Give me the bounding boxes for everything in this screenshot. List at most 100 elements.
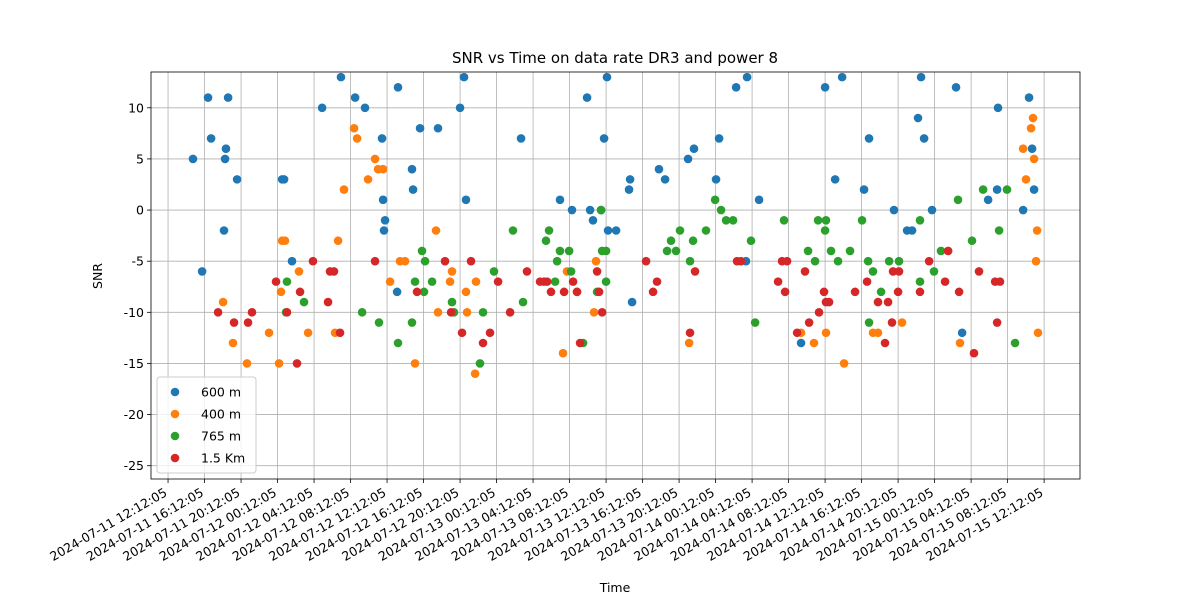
point xyxy=(228,338,238,348)
point xyxy=(662,246,672,256)
point xyxy=(826,246,836,256)
point xyxy=(924,256,934,266)
legend-label: 765 m xyxy=(201,429,241,444)
point xyxy=(378,164,388,174)
point xyxy=(893,287,903,297)
point xyxy=(1028,113,1038,123)
point xyxy=(862,277,872,286)
point xyxy=(552,256,562,266)
point xyxy=(728,215,738,225)
point xyxy=(357,308,367,317)
point xyxy=(711,175,721,184)
point xyxy=(197,267,207,276)
point xyxy=(969,348,979,358)
point xyxy=(1033,328,1043,338)
point xyxy=(339,185,349,194)
point xyxy=(223,93,233,102)
point xyxy=(218,297,228,307)
point xyxy=(1010,338,1020,348)
point xyxy=(280,236,290,246)
point xyxy=(597,308,607,317)
point xyxy=(839,359,849,368)
point xyxy=(1026,123,1036,133)
point xyxy=(654,164,664,174)
point xyxy=(282,308,292,317)
legend-marker xyxy=(170,387,180,397)
point xyxy=(410,277,420,286)
legend-box xyxy=(156,376,257,474)
point xyxy=(379,226,389,235)
point xyxy=(887,318,897,327)
point xyxy=(894,256,904,266)
point xyxy=(370,256,380,266)
point xyxy=(894,267,904,276)
point xyxy=(247,308,257,317)
point xyxy=(447,297,457,307)
point xyxy=(352,134,362,143)
point xyxy=(599,134,609,143)
point xyxy=(446,308,456,317)
point xyxy=(433,308,443,317)
point xyxy=(915,215,925,225)
point xyxy=(393,338,403,348)
point xyxy=(754,195,764,205)
point xyxy=(550,277,560,286)
point xyxy=(274,359,284,368)
point xyxy=(675,226,685,235)
point xyxy=(833,256,843,266)
point xyxy=(493,277,503,286)
point xyxy=(568,277,578,286)
point xyxy=(335,328,345,338)
point xyxy=(603,226,613,235)
point xyxy=(336,72,346,82)
legend-marker xyxy=(170,453,180,463)
point xyxy=(641,256,651,266)
point xyxy=(889,205,899,215)
y-tick-label: 5 xyxy=(136,151,144,166)
point xyxy=(295,287,305,297)
point xyxy=(954,287,964,297)
point xyxy=(431,226,441,235)
point xyxy=(455,103,465,113)
point xyxy=(415,123,425,133)
point xyxy=(308,256,318,266)
point xyxy=(470,369,480,378)
point xyxy=(648,287,658,297)
point xyxy=(601,277,611,286)
point xyxy=(393,83,403,92)
point xyxy=(588,215,598,225)
point xyxy=(219,226,229,235)
point xyxy=(955,338,965,348)
point xyxy=(478,308,488,317)
point xyxy=(936,246,946,256)
point xyxy=(220,154,230,164)
point xyxy=(953,195,963,205)
point xyxy=(203,93,213,102)
point xyxy=(419,287,429,297)
point xyxy=(625,175,635,184)
point xyxy=(566,267,576,276)
point xyxy=(589,308,599,317)
y-tick-label: -15 xyxy=(124,356,144,371)
point xyxy=(780,287,790,297)
point xyxy=(652,277,662,286)
legend-marker xyxy=(170,431,180,441)
point xyxy=(859,185,869,194)
point xyxy=(830,175,840,184)
point xyxy=(412,287,422,297)
point xyxy=(546,287,556,297)
point xyxy=(671,246,681,256)
point xyxy=(602,72,612,82)
point xyxy=(683,154,693,164)
point xyxy=(466,256,476,266)
series xyxy=(281,185,1020,368)
point xyxy=(407,164,417,174)
point xyxy=(820,226,830,235)
point xyxy=(229,318,239,327)
point xyxy=(779,215,789,225)
point xyxy=(803,246,813,256)
point xyxy=(992,318,1002,327)
point xyxy=(782,256,792,266)
point xyxy=(880,338,890,348)
